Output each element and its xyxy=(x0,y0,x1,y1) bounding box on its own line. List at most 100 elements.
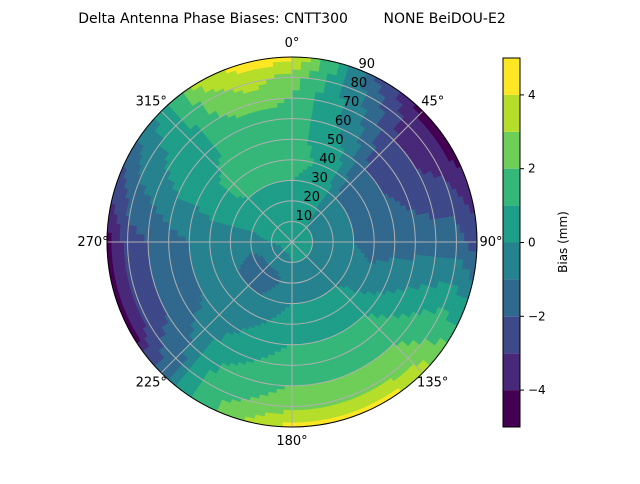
contour-cell xyxy=(198,247,202,252)
contour-cell xyxy=(202,242,206,247)
contour-cell xyxy=(292,160,296,164)
contour-cell xyxy=(374,242,378,247)
contour-cell xyxy=(197,242,201,247)
contour-cell xyxy=(296,316,300,320)
contour-cell xyxy=(185,242,189,248)
contour-cell xyxy=(292,131,298,135)
contour-cell xyxy=(286,349,292,353)
contour-cell xyxy=(286,353,292,357)
contour-cell xyxy=(297,328,302,332)
contour-cell xyxy=(292,65,301,69)
contour-cell xyxy=(287,332,292,336)
contour-cell xyxy=(206,242,210,247)
contour-cell xyxy=(427,235,431,242)
contour-cell xyxy=(283,410,292,414)
contour-cell xyxy=(292,336,297,340)
contour-cell xyxy=(189,242,193,247)
contour-cell xyxy=(292,419,301,423)
contour-cell xyxy=(292,110,299,114)
contour-cell xyxy=(295,307,299,311)
contour-cell xyxy=(297,148,302,152)
contour-cell xyxy=(197,237,201,242)
contour-cell xyxy=(218,238,222,242)
contour-cell xyxy=(460,242,464,251)
contour-cell xyxy=(284,390,292,394)
contour-cell xyxy=(292,69,301,73)
contour-cell xyxy=(354,239,358,242)
contour-cell xyxy=(292,119,298,123)
contour-cell xyxy=(358,242,362,246)
contour-cell xyxy=(292,353,298,357)
contour-cell xyxy=(286,357,292,361)
contour-cell xyxy=(382,242,386,247)
contour-cell xyxy=(218,246,222,250)
contour-cell xyxy=(292,102,299,106)
contour-cell xyxy=(366,238,370,242)
contour-cell xyxy=(283,419,292,423)
contour-cell xyxy=(185,236,189,242)
contour-cell xyxy=(362,234,366,238)
contour-cell xyxy=(464,242,468,251)
contour-cell xyxy=(432,242,436,250)
contour-cell xyxy=(297,332,302,336)
contour-cell xyxy=(292,168,296,172)
contour-cell xyxy=(386,237,390,242)
contour-cell xyxy=(391,242,395,247)
contour-cell xyxy=(374,237,378,242)
contour-cell xyxy=(292,123,298,127)
contour-cell xyxy=(292,143,297,147)
contour-cell xyxy=(152,242,156,249)
contour-cell xyxy=(292,349,298,353)
contour-cell xyxy=(193,247,197,252)
contour-cell xyxy=(285,369,292,373)
contour-cell xyxy=(283,328,288,332)
contour-cell xyxy=(407,242,411,248)
contour-cell xyxy=(292,172,296,176)
contour-cell xyxy=(382,237,386,242)
contour-cell xyxy=(282,336,287,340)
contour-cell xyxy=(148,234,152,242)
contour-cell xyxy=(115,242,119,251)
contour-cell xyxy=(193,242,197,247)
contour-cell xyxy=(152,235,156,242)
contour-cell xyxy=(292,156,297,160)
contour-cell xyxy=(287,341,292,345)
contour-cell xyxy=(292,357,298,361)
contour-cell xyxy=(362,242,366,246)
contour-cell xyxy=(292,414,301,418)
contour-cell xyxy=(440,234,444,242)
contour-cell xyxy=(448,242,452,250)
contour-cell xyxy=(285,373,292,377)
contour-cell xyxy=(444,242,448,250)
contour-cell xyxy=(292,308,296,312)
contour-cell xyxy=(296,312,300,316)
contour-cell xyxy=(292,369,299,373)
contour-cell xyxy=(378,247,382,252)
contour-cell xyxy=(292,398,300,402)
contour-cell xyxy=(285,377,292,381)
contour-cell xyxy=(423,235,427,242)
contour-cell xyxy=(111,233,115,242)
contour-cell xyxy=(169,242,173,248)
contour-cell xyxy=(235,245,239,248)
contour-cell xyxy=(202,233,206,238)
contour-cell xyxy=(210,242,214,246)
contour-cell xyxy=(136,242,140,250)
contour-cell xyxy=(222,245,226,249)
contour-cell xyxy=(366,234,370,238)
contour-cell xyxy=(286,361,292,365)
contour-cell xyxy=(370,238,374,242)
contour-cell xyxy=(111,242,115,251)
contour-cell xyxy=(286,345,292,349)
contour-cell xyxy=(427,242,431,249)
contour-cell xyxy=(297,152,302,156)
contour-cell xyxy=(448,234,452,242)
contour-cell xyxy=(399,242,403,248)
contour-cell xyxy=(297,336,302,340)
contour-cell xyxy=(292,312,296,316)
contour-cell xyxy=(370,242,374,246)
contour-cell xyxy=(292,390,300,394)
contour-cell xyxy=(132,242,136,250)
contour-cell xyxy=(189,237,193,242)
